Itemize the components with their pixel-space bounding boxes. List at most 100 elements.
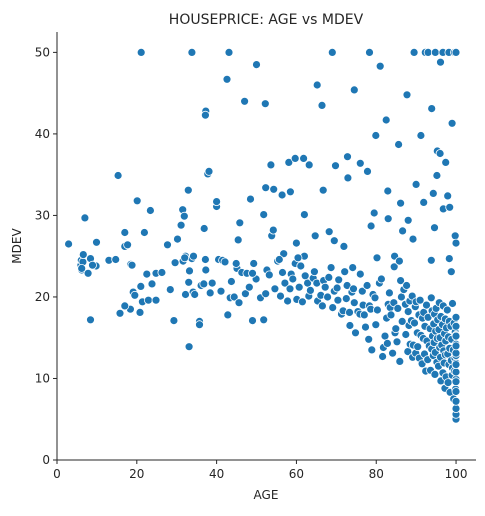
data-point bbox=[297, 297, 307, 307]
data-point bbox=[299, 153, 309, 163]
data-point bbox=[135, 307, 145, 317]
data-point bbox=[310, 231, 320, 241]
x-tick-label: 80 bbox=[369, 467, 384, 481]
data-point bbox=[451, 367, 461, 377]
data-point bbox=[416, 131, 426, 140]
data-point bbox=[136, 48, 146, 57]
data-point bbox=[189, 251, 198, 261]
data-point bbox=[280, 278, 290, 288]
data-point bbox=[410, 318, 419, 328]
data-point bbox=[248, 268, 257, 278]
data-point bbox=[331, 161, 340, 171]
data-point bbox=[349, 284, 358, 294]
y-tick-label: 0 bbox=[42, 453, 50, 467]
data-point bbox=[195, 320, 204, 330]
data-point bbox=[88, 260, 97, 270]
data-point bbox=[426, 255, 436, 265]
data-point bbox=[240, 289, 250, 299]
data-point bbox=[145, 206, 155, 215]
data-point bbox=[120, 301, 130, 311]
data-point bbox=[396, 292, 406, 302]
data-point bbox=[77, 263, 87, 273]
data-point bbox=[444, 254, 454, 264]
data-point bbox=[169, 316, 179, 326]
data-point bbox=[401, 330, 411, 339]
y-tick-label: 10 bbox=[35, 371, 50, 385]
data-point bbox=[324, 272, 334, 282]
data-point bbox=[317, 101, 327, 110]
data-point bbox=[299, 210, 309, 220]
data-point bbox=[111, 255, 121, 264]
data-point bbox=[364, 334, 374, 344]
data-point bbox=[339, 241, 349, 251]
data-point bbox=[397, 316, 407, 326]
data-point bbox=[345, 307, 354, 317]
data-point bbox=[324, 227, 334, 237]
data-point bbox=[223, 310, 233, 320]
data-point bbox=[333, 295, 343, 305]
data-point bbox=[435, 149, 445, 158]
data-point bbox=[451, 377, 461, 387]
data-point bbox=[451, 331, 461, 341]
data-point bbox=[92, 237, 101, 247]
data-point bbox=[165, 285, 175, 295]
data-point bbox=[132, 196, 142, 206]
data-point bbox=[183, 185, 193, 195]
data-point bbox=[436, 57, 445, 67]
data-point bbox=[451, 321, 461, 331]
data-point bbox=[371, 131, 381, 140]
data-point bbox=[261, 183, 271, 193]
data-point bbox=[78, 250, 88, 260]
data-point bbox=[393, 303, 403, 313]
data-point bbox=[80, 213, 90, 223]
data-point bbox=[248, 316, 257, 326]
data-point bbox=[184, 277, 194, 287]
data-point bbox=[234, 298, 244, 308]
data-point bbox=[430, 369, 440, 379]
data-point bbox=[235, 218, 245, 228]
data-point bbox=[260, 99, 270, 109]
chart-title: HOUSEPRICE: AGE vs MDEV bbox=[169, 12, 364, 28]
data-point bbox=[370, 293, 380, 303]
data-point bbox=[369, 208, 379, 218]
data-point bbox=[277, 190, 287, 200]
data-point bbox=[176, 220, 186, 230]
data-point bbox=[318, 185, 328, 195]
data-point bbox=[422, 300, 431, 310]
data-point bbox=[291, 238, 301, 248]
data-point bbox=[392, 337, 402, 347]
data-point bbox=[252, 60, 261, 69]
data-point bbox=[442, 305, 452, 315]
data-point bbox=[233, 235, 243, 245]
data-point bbox=[284, 157, 294, 167]
data-point bbox=[446, 267, 456, 277]
data-point bbox=[143, 295, 153, 305]
y-tick-label: 30 bbox=[35, 208, 50, 222]
data-point bbox=[403, 215, 413, 225]
data-point bbox=[201, 265, 211, 275]
data-point bbox=[372, 253, 382, 263]
data-point bbox=[268, 225, 278, 235]
data-point bbox=[451, 48, 461, 57]
data-point bbox=[343, 173, 353, 183]
data-point bbox=[304, 160, 314, 170]
data-point bbox=[413, 342, 423, 352]
data-point bbox=[427, 104, 437, 113]
data-point bbox=[199, 279, 209, 289]
data-point bbox=[426, 293, 436, 303]
data-point bbox=[200, 110, 210, 120]
data-point bbox=[309, 267, 319, 277]
data-point bbox=[351, 328, 360, 338]
data-point bbox=[212, 197, 222, 207]
data-point bbox=[357, 286, 367, 296]
data-point bbox=[231, 259, 241, 268]
data-point bbox=[362, 281, 372, 290]
data-point bbox=[355, 158, 365, 168]
data-point bbox=[179, 211, 189, 221]
data-point bbox=[115, 308, 125, 318]
data-point bbox=[394, 140, 404, 149]
data-point bbox=[389, 262, 399, 272]
data-point bbox=[293, 253, 303, 263]
data-point bbox=[259, 315, 269, 325]
